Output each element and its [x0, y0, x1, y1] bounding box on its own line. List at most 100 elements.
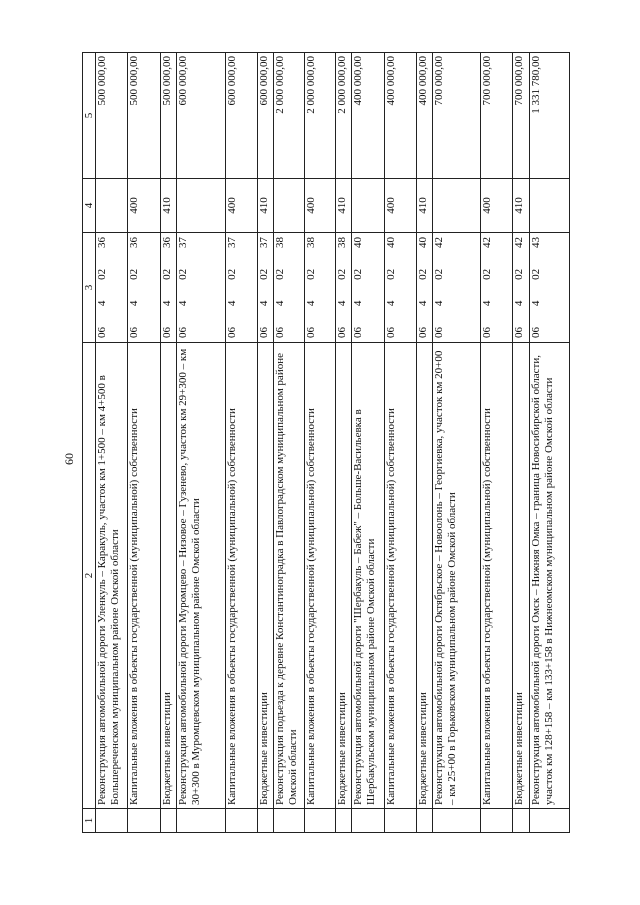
description-cell: Капитальные вложения в объекты государст…	[127, 342, 161, 809]
budget-code: 06 4 02 37	[226, 237, 239, 338]
code-cell: 06 4 02 42	[480, 232, 513, 343]
code-part: 42	[433, 237, 445, 249]
code-part: 06	[177, 327, 189, 338]
code-part: 4	[481, 300, 493, 307]
budget-table: 1 2 3 4 5 Реконструкция автомобильной до…	[82, 52, 570, 833]
header-cell: 4	[82, 178, 96, 233]
code-part: 43	[530, 237, 542, 249]
table-row: Реконструкция автомобильной дороги Октяб…	[432, 52, 481, 833]
code-part: 02	[161, 268, 173, 280]
table-row: Реконструкция автомобильной дороги Муром…	[176, 52, 226, 833]
code-part: 06	[96, 327, 108, 338]
budget-code: 06 4 02 38	[336, 237, 349, 338]
code-cell: 06 4 02 37	[257, 232, 274, 343]
code-part: 40	[417, 237, 429, 249]
row-number-cell	[273, 808, 305, 833]
code-part: 4	[352, 300, 364, 307]
code-part: 06	[305, 327, 317, 338]
table-row: Реконструкция автомобильной дороги Омск …	[529, 52, 570, 833]
page-number: 60	[62, 453, 76, 465]
description-cell: Реконструкция автомобильной дороги Октяб…	[432, 342, 481, 809]
code-cell: 06 4 02 38	[304, 232, 336, 343]
code-part: 02	[305, 268, 317, 280]
row-number-cell	[432, 808, 481, 833]
code-part: 06	[530, 327, 542, 338]
expense-type-cell: 400	[384, 178, 417, 233]
code-part: 4	[530, 300, 542, 307]
code-part: 06	[161, 327, 173, 338]
header-cell: 5	[82, 52, 96, 179]
table-row: Капитальные вложения в объекты государст…	[480, 52, 513, 833]
header-cell: 2	[82, 342, 96, 809]
row-number-cell	[304, 808, 336, 833]
code-part: 40	[385, 237, 397, 249]
code-part: 38	[274, 237, 286, 249]
code-part: 02	[258, 268, 270, 280]
amount-cell: 500 000,00	[160, 52, 177, 179]
code-part: 42	[481, 237, 493, 249]
description-cell: Бюджетные инвестиции	[416, 342, 433, 809]
expense-type-cell	[351, 178, 385, 233]
table-row: Капитальные вложения в объекты государст…	[127, 52, 161, 833]
code-cell: 06 4 02 36	[95, 232, 128, 343]
code-cell: 06 4 02 42	[512, 232, 530, 343]
description-cell: Реконструкция автомобильной дороги "Шерб…	[351, 342, 385, 809]
code-part: 4	[128, 300, 140, 307]
expense-type-cell: 410	[416, 178, 433, 233]
code-part: 06	[128, 327, 140, 338]
code-part: 06	[226, 327, 238, 338]
code-part: 02	[96, 268, 108, 280]
row-number-cell	[335, 808, 352, 833]
expense-type-cell	[432, 178, 481, 233]
code-part: 38	[336, 237, 348, 249]
row-number-cell	[529, 808, 570, 833]
budget-code: 06 4 02 37	[258, 237, 271, 338]
code-part: 02	[513, 268, 525, 280]
code-part: 4	[336, 300, 348, 307]
code-part: 06	[433, 327, 445, 338]
code-cell: 06 4 02 40	[384, 232, 417, 343]
amount-cell: 2 000 000,00	[335, 52, 352, 179]
amount-cell: 2 000 000,00	[304, 52, 336, 179]
code-part: 02	[433, 268, 445, 280]
amount-cell: 700 000,00	[432, 52, 481, 179]
description-cell: Капитальные вложения в объекты государст…	[225, 342, 258, 809]
code-part: 4	[258, 300, 270, 307]
code-part: 4	[96, 300, 108, 307]
header-cell: 1	[82, 808, 96, 833]
description-cell: Капитальные вложения в объекты государст…	[304, 342, 336, 809]
code-part: 06	[417, 327, 429, 338]
code-part: 36	[128, 237, 140, 249]
header-row: 1 2 3 4 5	[82, 52, 96, 833]
description-cell: Бюджетные инвестиции	[257, 342, 274, 809]
expense-type-cell: 410	[160, 178, 177, 233]
amount-cell: 500 000,00	[95, 52, 128, 179]
expense-type-cell: 400	[480, 178, 513, 233]
description-cell: Бюджетные инвестиции	[335, 342, 352, 809]
code-part: 06	[513, 327, 525, 338]
code-part: 4	[177, 300, 189, 307]
table-row: Реконструкция автомобильной дороги Уленк…	[95, 52, 128, 833]
table-row: Реконструкция автомобильной дороги "Шерб…	[351, 52, 385, 833]
code-part: 4	[433, 300, 445, 307]
budget-code: 06 4 02 42	[481, 237, 494, 338]
code-part: 42	[513, 237, 525, 249]
row-number-cell	[384, 808, 417, 833]
table-row: Бюджетные инвестиции 06 4 02 36 410 500 000,00	[160, 52, 177, 833]
table-row: Капитальные вложения в объекты государст…	[225, 52, 258, 833]
code-part: 40	[352, 237, 364, 249]
code-part: 06	[385, 327, 397, 338]
code-cell: 06 4 02 43	[529, 232, 570, 343]
code-cell: 06 4 02 42	[432, 232, 481, 343]
code-part: 4	[274, 300, 286, 307]
budget-code: 06 4 02 40	[385, 237, 398, 338]
budget-code: 06 4 02 43	[530, 237, 543, 338]
amount-cell: 500 000,00	[127, 52, 161, 179]
description-cell: Реконструкция автомобильной дороги Уленк…	[95, 342, 128, 809]
code-cell: 06 4 02 37	[176, 232, 226, 343]
budget-code: 06 4 02 36	[96, 237, 109, 338]
expense-type-cell: 400	[127, 178, 161, 233]
code-part: 4	[385, 300, 397, 307]
code-part: 4	[226, 300, 238, 307]
description-cell: Капитальные вложения в объекты государст…	[384, 342, 417, 809]
